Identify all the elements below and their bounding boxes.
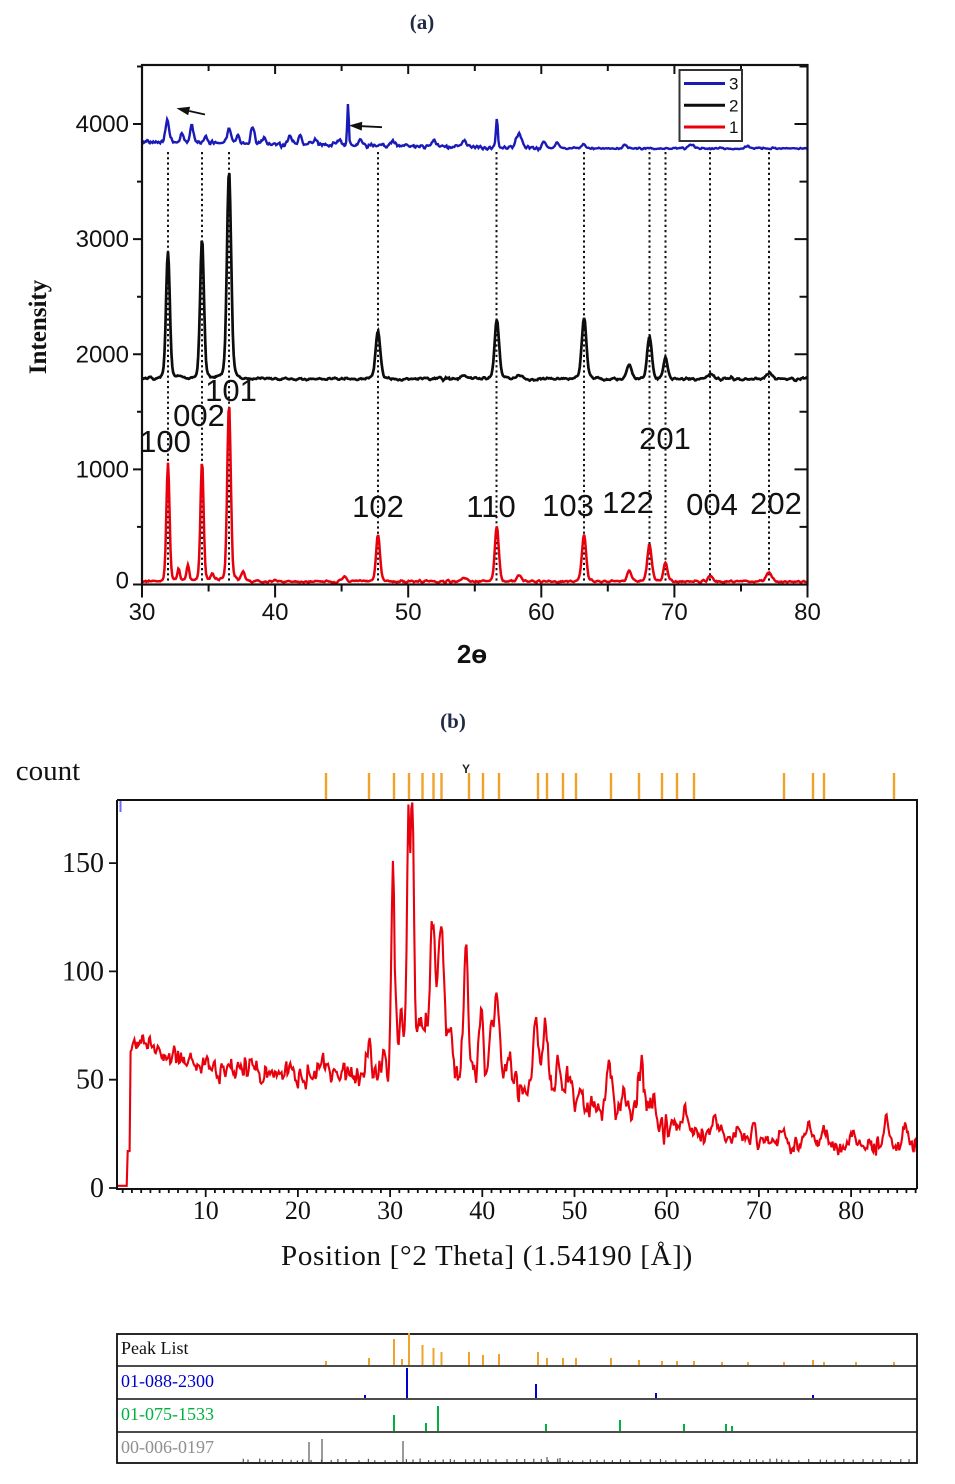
svg-text:1: 1 [729,118,738,137]
svg-text:(b): (b) [440,709,466,733]
svg-text:40: 40 [262,599,289,626]
svg-text:60: 60 [654,1196,680,1225]
svg-text:2ɵ: 2ɵ [457,639,487,669]
svg-text:50: 50 [76,1065,104,1096]
svg-text:0: 0 [90,1173,104,1204]
svg-text:50: 50 [562,1196,588,1225]
svg-text:10: 10 [193,1196,219,1225]
svg-text:80: 80 [794,599,821,626]
svg-text:102: 102 [352,489,404,524]
svg-text:Peak List: Peak List [121,1338,189,1358]
svg-text:30: 30 [377,1196,403,1225]
svg-text:Intensity: Intensity [25,279,52,374]
svg-text:count: count [16,755,80,787]
svg-text:Position [°2 Theta] (1.54190 [: Position [°2 Theta] (1.54190 [Å]) [281,1240,693,1272]
svg-text:70: 70 [746,1196,772,1225]
svg-text:30: 30 [129,599,156,626]
svg-text:1000: 1000 [76,456,129,483]
svg-text:2000: 2000 [76,341,129,368]
svg-text:2: 2 [729,96,738,115]
svg-text:(a): (a) [410,10,435,34]
svg-text:50: 50 [395,599,422,626]
svg-text:3000: 3000 [76,226,129,253]
svg-text:01-075-1533: 01-075-1533 [121,1404,214,1424]
svg-text:70: 70 [661,599,688,626]
svg-text:60: 60 [528,599,555,626]
svg-text:01-088-2300: 01-088-2300 [121,1371,214,1391]
svg-text:122: 122 [602,485,654,520]
svg-text:202: 202 [750,486,802,521]
svg-text:20: 20 [285,1196,311,1225]
svg-text:00-006-0197: 00-006-0197 [121,1437,214,1457]
svg-text:4000: 4000 [76,111,129,138]
svg-text:201: 201 [639,421,691,456]
svg-text:004: 004 [686,487,738,522]
svg-text:0: 0 [116,568,129,595]
svg-text:40: 40 [469,1196,495,1225]
svg-text:80: 80 [838,1196,864,1225]
svg-text:103: 103 [542,488,594,523]
svg-text:100: 100 [139,424,191,459]
svg-text:110: 110 [466,489,515,524]
svg-text:101: 101 [205,373,257,408]
svg-text:002: 002 [173,398,225,433]
svg-text:Y: Y [462,762,470,776]
svg-text:100: 100 [62,956,104,987]
svg-text:150: 150 [62,848,104,879]
svg-text:3: 3 [729,75,738,94]
